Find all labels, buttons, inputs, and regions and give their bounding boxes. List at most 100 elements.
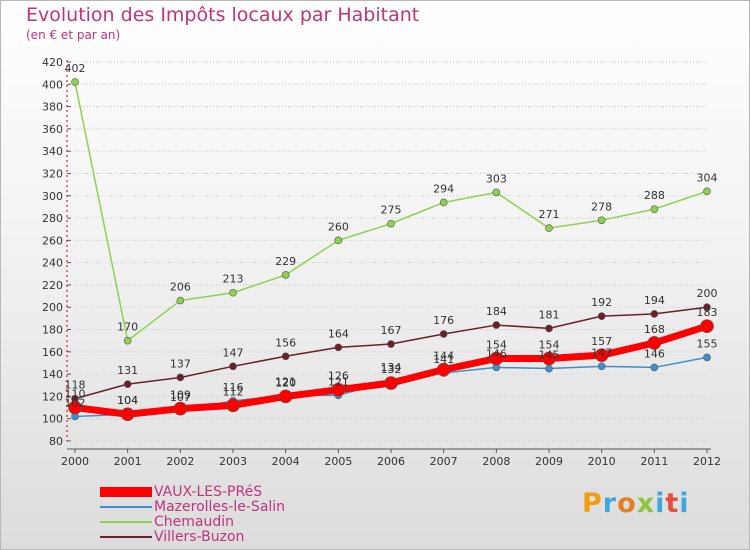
data-point: [489, 351, 504, 366]
data-label-villers-buzon: 184: [486, 305, 507, 318]
data-point: [387, 340, 395, 348]
data-label-mazerolles-le-salin: 134: [381, 361, 402, 374]
data-label-villers-buzon: 176: [433, 314, 454, 327]
data-label-chemaudin: 278: [591, 200, 612, 213]
data-label-villers-buzon: 147: [223, 346, 244, 359]
data-label-villers-buzon: 164: [328, 327, 349, 340]
x-tick-label: 2003: [219, 455, 247, 468]
y-tick-label: 360: [42, 123, 63, 136]
data-label-mazerolles-le-salin: 155: [697, 337, 718, 350]
x-tick-label: 2008: [482, 455, 510, 468]
legend-label: Chemaudin: [154, 514, 235, 530]
data-label-mazerolles-le-salin: 141: [433, 353, 454, 366]
x-tick-label: 2000: [61, 455, 89, 468]
logo-letter: r: [602, 488, 618, 519]
y-tick-label: 260: [42, 234, 63, 247]
y-tick-label: 160: [42, 346, 63, 359]
y-tick-label: 320: [42, 167, 63, 180]
data-point: [492, 188, 501, 197]
data-label-vaux-les-pr-s: 132: [381, 363, 402, 376]
data-point: [278, 389, 293, 404]
data-point: [650, 310, 659, 318]
data-label-vaux-les-pr-s: 109: [170, 389, 191, 402]
data-label-chemaudin: 304: [697, 171, 718, 184]
x-tick-label: 2010: [588, 455, 616, 468]
data-label-villers-buzon: 200: [697, 287, 718, 300]
data-point: [703, 187, 711, 196]
data-point: [492, 321, 501, 329]
data-point: [542, 351, 556, 366]
data-label-vaux-les-pr-s: 154: [539, 339, 560, 352]
x-tick-label: 2004: [272, 455, 300, 468]
data-point: [647, 336, 662, 350]
data-point: [436, 362, 451, 377]
legend-swatch: [100, 521, 152, 523]
y-tick-label: 220: [42, 279, 63, 292]
data-point: [545, 324, 553, 333]
data-label-vaux-les-pr-s: 183: [697, 306, 718, 319]
data-label-mazerolles-le-salin: 147: [591, 346, 612, 359]
data-point: [594, 348, 609, 362]
logo-letter: o: [617, 488, 637, 519]
data-point: [68, 400, 82, 415]
data-label-mazerolles-le-salin: 145: [539, 349, 560, 362]
logo-letter: i: [655, 488, 666, 519]
y-tick-label: 380: [42, 101, 63, 114]
data-point: [123, 380, 132, 388]
legend-label: VAUX-LES-PRéS: [154, 484, 263, 500]
data-point: [387, 219, 395, 228]
data-label-chemaudin: 260: [328, 220, 349, 233]
x-tick-label: 2012: [693, 455, 721, 468]
data-label-villers-buzon: 131: [117, 364, 138, 377]
legend-label: Mazerolles-le-Salin: [154, 499, 286, 515]
y-tick-label: 240: [42, 257, 63, 270]
data-point: [384, 376, 398, 390]
data-label-chemaudin: 229: [275, 255, 296, 268]
data-label-villers-buzon: 181: [539, 308, 560, 321]
data-label-mazerolles-le-salin: 104: [117, 394, 138, 407]
data-label-villers-buzon: 137: [170, 357, 191, 370]
data-point: [229, 288, 237, 297]
x-tick-label: 2007: [430, 455, 458, 468]
data-label-villers-buzon: 194: [644, 294, 665, 307]
data-label-vaux-les-pr-s: 120: [275, 376, 296, 389]
data-point: [176, 373, 185, 382]
y-tick-label: 120: [42, 390, 63, 403]
data-point: [597, 312, 606, 320]
data-point: [703, 303, 711, 312]
data-label-vaux-les-pr-s: 110: [65, 388, 86, 401]
data-label-chemaudin: 294: [433, 182, 454, 195]
data-label-chemaudin: 303: [486, 172, 507, 185]
data-label-vaux-les-pr-s: 104: [117, 394, 138, 407]
chart-subtitle: (en € et par an): [26, 28, 121, 42]
data-label-chemaudin: 213: [223, 273, 244, 286]
x-tick-label: 2011: [640, 455, 668, 468]
y-tick-label: 140: [42, 368, 63, 381]
y-tick-label: 180: [42, 324, 63, 337]
data-label-mazerolles-le-salin: 146: [486, 347, 507, 360]
data-point: [334, 236, 343, 245]
data-label-vaux-les-pr-s: 168: [644, 323, 665, 336]
data-point: [545, 224, 553, 232]
y-tick-label: 400: [42, 78, 63, 91]
data-label-villers-buzon: 192: [591, 296, 612, 309]
data-point: [334, 343, 343, 352]
data-point: [703, 353, 711, 362]
data-label-mazerolles-le-salin: 116: [223, 381, 244, 394]
y-tick-label: 420: [42, 56, 63, 69]
data-label-chemaudin: 206: [170, 281, 191, 294]
data-label-vaux-les-pr-s: 112: [223, 385, 244, 398]
x-tick-label: 2009: [535, 455, 563, 468]
data-point: [281, 271, 290, 279]
chart-title: Evolution des Impôts locaux par Habitant: [26, 4, 420, 26]
x-tick-label: 2006: [377, 455, 405, 468]
y-tick-label: 300: [42, 190, 63, 203]
logo-letter: i: [679, 488, 690, 519]
data-label-mazerolles-le-salin: 121: [328, 375, 349, 388]
y-tick-label: 80: [49, 435, 63, 448]
data-point: [176, 296, 185, 305]
data-point: [597, 216, 606, 225]
legend-swatch: [100, 506, 152, 508]
